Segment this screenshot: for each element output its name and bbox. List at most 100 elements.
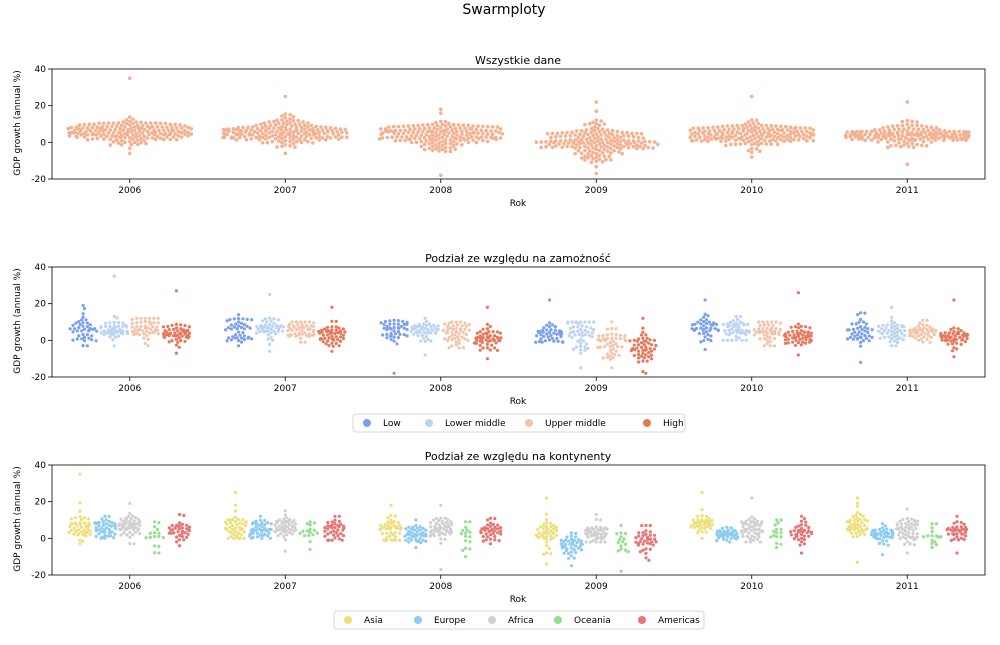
swarm-point	[107, 519, 111, 524]
swarm-point	[576, 339, 580, 343]
swarm-point	[121, 332, 125, 336]
swarm-point	[288, 144, 292, 148]
swarm-point	[750, 94, 754, 99]
swarm-point	[569, 531, 574, 535]
swarm-point	[545, 328, 549, 332]
swarm-point	[703, 137, 707, 142]
swarm-point	[734, 338, 738, 342]
swarm-point	[566, 556, 571, 560]
swarm-point	[594, 517, 598, 521]
swarm-point	[640, 537, 644, 541]
swarm-point	[398, 128, 403, 133]
swarm-point	[402, 322, 406, 326]
swarm-point	[432, 323, 436, 327]
swarm-point	[272, 119, 276, 124]
swarm-point	[728, 320, 733, 324]
swarm-point	[742, 323, 746, 327]
swarm-point	[269, 331, 273, 335]
swarm-point	[287, 334, 292, 338]
swarm-point	[707, 129, 712, 133]
swarm-point	[435, 123, 440, 128]
swarm-point	[445, 331, 449, 335]
swarm-point	[796, 322, 801, 326]
panel-title-all-data: Wszystkie dane	[475, 54, 561, 67]
swarm-point	[489, 129, 493, 133]
swarm-point	[80, 329, 84, 333]
x-tick-label: 2008	[429, 186, 452, 196]
swarm-point	[788, 139, 793, 143]
swarm-point	[543, 339, 547, 343]
swarm-point	[469, 127, 474, 131]
swarm-point	[385, 324, 389, 329]
swarm-point	[132, 542, 136, 546]
swarm-point	[768, 344, 772, 348]
swarm-point	[288, 531, 292, 535]
swarm-point	[730, 135, 735, 140]
swarm-point	[921, 139, 926, 144]
swarm-point	[486, 535, 490, 539]
swarm-point	[846, 337, 850, 341]
swarm-point	[293, 122, 297, 126]
swarm-point	[761, 326, 765, 330]
swarm-point	[853, 334, 857, 338]
swarm-point	[82, 135, 87, 139]
swarm-point	[385, 531, 389, 535]
swarm-point	[174, 289, 178, 293]
swarm-point	[425, 334, 429, 338]
swarm-point	[490, 125, 495, 129]
swarm-point	[478, 348, 482, 352]
swarm-point	[170, 129, 175, 133]
swarm-point	[860, 332, 864, 336]
swarm-point	[132, 333, 136, 337]
swarm-point	[272, 329, 276, 333]
swarm-point	[711, 323, 715, 327]
swarm-point	[226, 536, 230, 540]
swarm-point	[177, 512, 182, 517]
swarm-point	[385, 336, 389, 340]
swarm-point	[176, 329, 180, 333]
swarm-point	[76, 528, 81, 532]
swarm-point	[408, 532, 412, 537]
swarm-point	[771, 127, 775, 131]
swarm-point	[753, 124, 757, 129]
swarm-point	[403, 534, 407, 538]
swarm-point	[619, 544, 623, 548]
swarm-point	[799, 523, 804, 527]
swarm-point	[737, 323, 741, 327]
swarm-point	[434, 529, 438, 533]
swarm-point	[768, 134, 772, 139]
swarm-point	[583, 345, 587, 349]
swarm-point	[306, 139, 310, 144]
swarm-point	[904, 536, 908, 541]
swarm-point	[549, 529, 553, 533]
swarm-point	[231, 130, 236, 135]
swarm-point	[641, 330, 645, 334]
swarm-point	[443, 141, 448, 146]
swarm-point	[959, 536, 963, 540]
swarm-point	[775, 531, 779, 535]
swarm-point	[493, 525, 497, 530]
swarm-point	[552, 527, 556, 531]
swarm-point	[488, 324, 492, 329]
swarm-point	[750, 126, 754, 131]
swarm-point	[493, 538, 497, 542]
swarm-point	[243, 130, 248, 134]
swarm-point	[641, 534, 645, 538]
swarm-point	[275, 520, 279, 525]
swarm-point	[771, 137, 775, 142]
swarm-point	[697, 524, 701, 528]
swarm-point	[138, 532, 142, 536]
swarm-point	[785, 128, 790, 132]
swarm-point	[602, 147, 607, 152]
swarm-point	[229, 531, 233, 535]
swarm-point	[580, 324, 584, 328]
swarm-point	[741, 521, 745, 526]
swarm-point	[758, 331, 762, 335]
swarm-point	[485, 305, 489, 309]
swarm-point	[269, 327, 273, 331]
swarm-point	[762, 337, 767, 341]
swarm-point	[461, 331, 466, 335]
swarm-point	[131, 523, 136, 527]
swarm-point	[730, 327, 734, 331]
swarm-point	[139, 126, 143, 131]
